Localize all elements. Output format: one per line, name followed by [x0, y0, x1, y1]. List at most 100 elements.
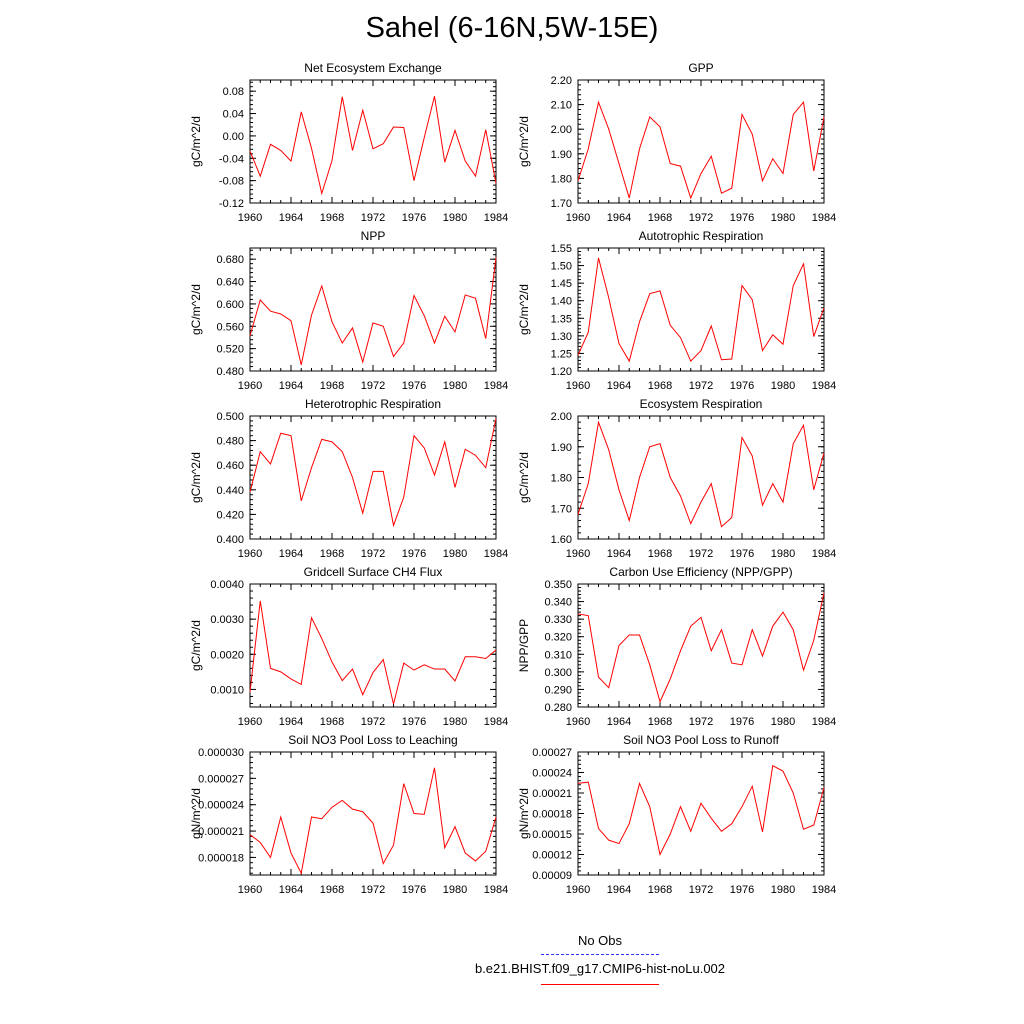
- y-tick-label: 0.00018: [532, 809, 572, 821]
- x-tick-label: 1968: [648, 884, 672, 896]
- y-tick-label: 0.340: [544, 597, 572, 609]
- y-tick-label: 0.560: [216, 321, 244, 333]
- y-tick-label: 0.00027: [532, 747, 572, 759]
- plot-frame: [577, 247, 825, 372]
- y-axis-label: gC/m^2/d: [189, 620, 203, 671]
- y-axis-label: gC/m^2/d: [517, 452, 531, 503]
- y-tick-label: 0.08: [223, 86, 244, 98]
- x-tick-label: 1968: [320, 884, 344, 896]
- chart-panel-5: Heterotrophic Respiration gC/m^2/d 1960 196…: [189, 397, 508, 560]
- y-tick-label: 0.420: [216, 509, 244, 521]
- y-tick-label: 0.00015: [532, 829, 572, 841]
- plot-frame: [249, 583, 497, 708]
- y-tick-label: 0.000018: [198, 852, 244, 864]
- legend-obs-label: No Obs: [577, 933, 623, 948]
- y-tick-label: 1.80: [551, 173, 572, 185]
- legend-model-label: b.e21.BHIST.f09_g17.CMIP6-hist-noLu.002: [474, 961, 726, 976]
- chart-panel-1: Net Ecosystem Exchange gC/m^2/d 1960 1964 19…: [189, 61, 508, 224]
- x-tick-label: 1972: [361, 380, 385, 392]
- x-tick-label: 1968: [648, 380, 672, 392]
- panel-title: Soil NO3 Pool Loss to Runoff: [623, 733, 780, 747]
- x-tick-label: 1968: [648, 548, 672, 560]
- x-tick-label: 1960: [238, 212, 262, 224]
- x-tick-label: 1960: [566, 380, 590, 392]
- panel-title: Net Ecosystem Exchange: [304, 61, 442, 75]
- x-tick-label: 1968: [648, 212, 672, 224]
- chart-panel-4: Autotrophic Respiration gC/m^2/d 1960 1964 1…: [517, 229, 836, 392]
- x-tick-label: 1964: [279, 380, 303, 392]
- y-tick-label: 0.0030: [210, 614, 244, 626]
- series-line: [249, 96, 497, 196]
- x-tick-label: 1972: [361, 884, 385, 896]
- panel-title: GPP: [688, 61, 713, 75]
- x-tick-label: 1976: [402, 716, 426, 728]
- x-tick-label: 1960: [566, 548, 590, 560]
- x-tick-label: 1968: [648, 716, 672, 728]
- x-tick-label: 1964: [607, 212, 631, 224]
- panel-title: Heterotrophic Respiration: [305, 397, 441, 411]
- x-tick-label: 1964: [279, 548, 303, 560]
- y-tick-label: 1.35: [551, 313, 572, 325]
- x-tick-label: 1980: [771, 212, 795, 224]
- x-tick-label: 1984: [484, 212, 508, 224]
- y-tick-label: 0.0010: [210, 684, 244, 696]
- x-tick-label: 1976: [730, 716, 754, 728]
- y-tick-label: 0.680: [216, 254, 244, 266]
- series-line: [249, 257, 497, 365]
- plot-frame: [577, 79, 825, 204]
- y-tick-label: 0.000021: [198, 826, 244, 838]
- panel-title: Carbon Use Efficiency (NPP/GPP): [609, 565, 792, 579]
- y-tick-label: 1.80: [551, 473, 572, 485]
- y-tick-label: 1.55: [551, 243, 572, 255]
- y-tick-label: 0.000024: [198, 800, 244, 812]
- x-tick-label: 1964: [279, 716, 303, 728]
- y-tick-label: 2.10: [551, 100, 572, 112]
- x-tick-label: 1968: [320, 212, 344, 224]
- y-axis-label: gC/m^2/d: [189, 452, 203, 503]
- plot-frame: [249, 751, 497, 876]
- x-tick-label: 1972: [361, 212, 385, 224]
- x-tick-label: 1960: [566, 716, 590, 728]
- chart-panel-10: Soil NO3 Pool Loss to Runoff gN/m^2/d 1960…: [517, 733, 836, 896]
- x-tick-label: 1976: [730, 212, 754, 224]
- y-tick-label: 1.50: [551, 261, 572, 273]
- x-tick-label: 1968: [320, 716, 344, 728]
- x-tick-label: 1976: [402, 548, 426, 560]
- y-tick-label: 0.0020: [210, 649, 244, 661]
- x-tick-label: 1984: [484, 380, 508, 392]
- y-tick-label: 0.00024: [532, 768, 572, 780]
- y-tick-label: -0.04: [219, 153, 244, 165]
- x-tick-label: 1980: [443, 548, 467, 560]
- x-tick-label: 1972: [361, 548, 385, 560]
- page-title: Sahel (6-16N,5W-15E): [365, 12, 659, 44]
- x-tick-label: 1980: [771, 716, 795, 728]
- series-line: [577, 100, 825, 200]
- panel-title: NPP: [361, 229, 386, 243]
- legend-obs-line: [541, 954, 659, 955]
- x-tick-label: 1968: [320, 548, 344, 560]
- x-tick-label: 1984: [484, 716, 508, 728]
- x-tick-label: 1976: [402, 380, 426, 392]
- y-axis-label: NPP/GPP: [517, 619, 531, 672]
- x-tick-label: 1968: [320, 380, 344, 392]
- y-tick-label: 0.290: [544, 684, 572, 696]
- x-tick-label: 1976: [730, 380, 754, 392]
- x-tick-label: 1964: [607, 548, 631, 560]
- x-tick-label: 1964: [607, 380, 631, 392]
- x-tick-label: 1960: [566, 212, 590, 224]
- series-line: [249, 418, 497, 528]
- y-tick-label: 0.350: [544, 579, 572, 591]
- x-tick-label: 1972: [689, 548, 713, 560]
- y-tick-label: 0.00: [223, 131, 244, 143]
- panel-title: Ecosystem Respiration: [640, 397, 763, 411]
- series-line: [577, 764, 825, 856]
- y-tick-label: 0.400: [216, 534, 244, 546]
- y-axis-label: gC/m^2/d: [517, 284, 531, 335]
- y-tick-label: 0.0040: [210, 579, 244, 591]
- panel-title: Autotrophic Respiration: [639, 229, 764, 243]
- x-tick-label: 1972: [689, 716, 713, 728]
- y-tick-label: 0.04: [223, 109, 244, 121]
- x-tick-label: 1984: [812, 212, 836, 224]
- y-tick-label: 0.000030: [198, 747, 244, 759]
- chart-panel-9: Soil NO3 Pool Loss to Leaching gN/m^2/d 19…: [189, 733, 508, 896]
